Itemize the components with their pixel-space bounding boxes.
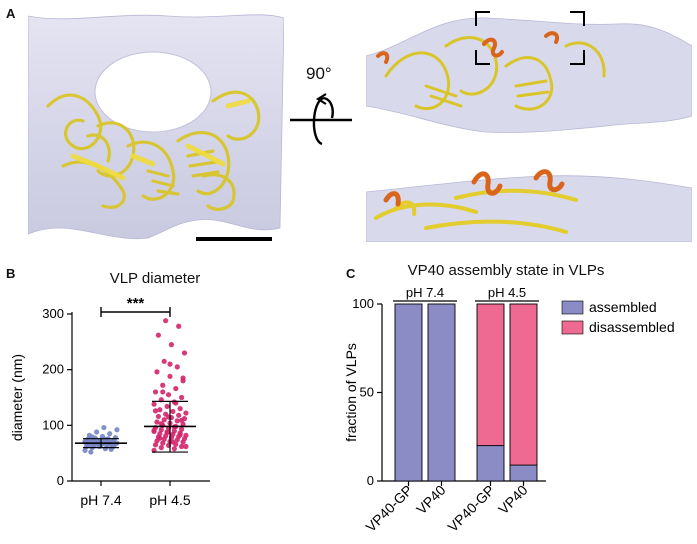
data-point (151, 427, 157, 433)
data-point (167, 373, 173, 379)
group-label: pH 7.4 (406, 285, 444, 300)
data-point (167, 361, 173, 367)
data-point (158, 445, 164, 451)
data-point (114, 427, 120, 433)
data-point (161, 358, 167, 364)
data-point (181, 350, 188, 356)
data-point (112, 434, 119, 441)
data-point (160, 382, 166, 388)
y-axis-label: diameter (nm) (9, 354, 25, 441)
legend-swatch (561, 300, 584, 315)
data-point (176, 412, 182, 418)
data-point (82, 447, 88, 453)
scale-bar (196, 237, 272, 241)
panel-c-letter: C (346, 266, 356, 281)
data-point (94, 429, 100, 435)
legend-label: assembled (589, 299, 657, 315)
data-point (177, 432, 183, 438)
x-tick-label: pH 4.5 (149, 492, 190, 508)
data-point (158, 427, 164, 433)
group-label: pH 4.5 (488, 285, 526, 300)
data-point (157, 431, 163, 437)
data-point (154, 369, 160, 375)
panel-a-letter: A (6, 6, 16, 21)
bar-disassembled (476, 303, 505, 447)
rotation-arrow-icon (290, 93, 352, 146)
chart-c-title: VP40 assembly state in VLPs (407, 262, 605, 279)
data-point (157, 435, 163, 441)
data-point (174, 418, 180, 424)
data-point (161, 417, 167, 423)
x-tick-label: VP40-GP (444, 482, 497, 535)
data-point (183, 410, 189, 416)
data-point (164, 403, 170, 410)
data-point (173, 385, 179, 392)
data-point (180, 421, 186, 427)
data-point (152, 442, 159, 448)
data-point (155, 413, 161, 420)
bar-assembled (394, 303, 423, 482)
data-point (174, 364, 180, 370)
data-point (155, 332, 161, 338)
bar-assembled (476, 445, 505, 482)
y-tick-label: 50 (360, 385, 374, 400)
data-point (170, 439, 176, 445)
data-point (179, 417, 185, 423)
y-tick-label: 0 (367, 473, 374, 488)
data-point (183, 443, 189, 450)
y-tick-label: 300 (42, 306, 64, 321)
data-point (171, 428, 177, 434)
legend-label: disassembled (589, 319, 675, 335)
data-point (177, 406, 183, 412)
data-point (160, 389, 166, 395)
bar-assembled (509, 464, 538, 482)
density-map-side-view (366, 11, 692, 133)
rotation-label: 90° (306, 64, 332, 83)
data-point (168, 342, 175, 348)
data-point (101, 424, 107, 431)
significance-label: *** (127, 295, 145, 312)
x-tick-label: pH 7.4 (80, 492, 121, 508)
x-tick-label: VP40 (495, 482, 531, 518)
y-tick-label: 100 (42, 417, 64, 432)
data-point (180, 375, 186, 381)
data-point (154, 419, 160, 425)
data-point (151, 401, 157, 407)
y-tick-label: 200 (42, 362, 64, 377)
data-point (163, 318, 169, 324)
x-tick-label: VP40 (413, 482, 449, 518)
data-point (179, 443, 185, 450)
panel-b-letter: B (6, 266, 16, 281)
y-axis-label: fraction of VLPs (343, 343, 359, 442)
data-point (157, 407, 163, 413)
data-point (179, 394, 185, 401)
y-tick-label: 100 (352, 296, 374, 311)
bar-disassembled (509, 303, 538, 466)
data-point (183, 432, 189, 438)
data-point (179, 426, 185, 432)
density-map-front-view (28, 14, 284, 240)
data-point (171, 446, 177, 452)
data-point (170, 408, 176, 415)
data-point (158, 421, 164, 427)
legend-swatch (561, 320, 584, 335)
data-point (176, 323, 182, 329)
data-point (160, 440, 166, 446)
bar-assembled (427, 303, 456, 482)
density-map-zoom-view (366, 148, 692, 242)
data-point (152, 408, 159, 414)
data-point (107, 431, 113, 437)
chart-b-title: VLP diameter (109, 270, 201, 287)
data-point (88, 449, 94, 455)
data-point (164, 429, 170, 436)
data-point (165, 392, 172, 398)
data-point (152, 389, 159, 395)
vlp-diameter-scatter-chart: 0 100 200 300 diameter (nm) pH 7.4 pH 4.5 *** (9, 295, 210, 508)
x-tick-label: VP40-GP (362, 482, 415, 535)
y-tick-label: 0 (57, 473, 64, 488)
